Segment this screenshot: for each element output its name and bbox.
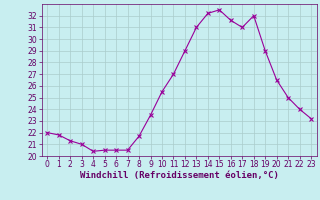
X-axis label: Windchill (Refroidissement éolien,°C): Windchill (Refroidissement éolien,°C) — [80, 171, 279, 180]
